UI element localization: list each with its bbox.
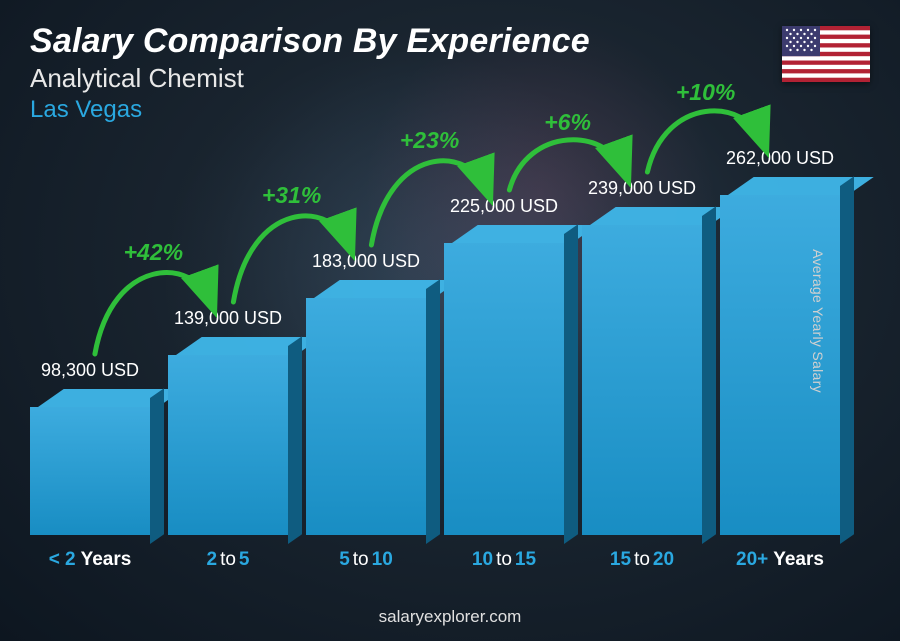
x-axis-label: 5to10: [306, 549, 426, 571]
header: Salary Comparison By Experience Analytic…: [30, 22, 870, 124]
bar: [444, 225, 564, 535]
x-axis-label: 20+ Years: [720, 549, 840, 571]
x-axis: < 2 Years 2to5 5to10 10to15 15to20 20+ Years: [30, 549, 840, 571]
bar: [582, 207, 702, 535]
bar-value-label: 239,000 USD: [588, 178, 696, 199]
bar-value-label: 98,300 USD: [41, 360, 139, 381]
bar-value-label: 225,000 USD: [450, 196, 558, 217]
page-title: Salary Comparison By Experience: [30, 22, 870, 61]
footer-credit: salaryexplorer.com: [0, 607, 900, 627]
bar: [30, 389, 150, 535]
bar: [306, 280, 426, 535]
bar-col: 183,000 USD: [306, 251, 426, 535]
y-axis-label: Average Yearly Salary: [810, 249, 826, 393]
bar-value-label: 139,000 USD: [174, 308, 282, 329]
x-axis-label: 15to20: [582, 549, 702, 571]
bar: [168, 337, 288, 535]
bar-col: 239,000 USD: [582, 178, 702, 535]
bar-col: 139,000 USD: [168, 308, 288, 535]
salary-bar-chart: 98,300 USD 139,000 USD 183,000 USD 225,000 …: [30, 131, 840, 571]
x-axis-label: 2to5: [168, 549, 288, 571]
bar-col: 98,300 USD: [30, 360, 150, 535]
bars-container: 98,300 USD 139,000 USD 183,000 USD 225,000 …: [30, 131, 840, 535]
page-location: Las Vegas: [30, 96, 870, 124]
x-axis-label: 10to15: [444, 549, 564, 571]
bar-value-label: 262,000 USD: [726, 148, 834, 169]
bar-value-label: 183,000 USD: [312, 251, 420, 272]
bar-col: 225,000 USD: [444, 196, 564, 535]
x-axis-label: < 2 Years: [30, 549, 150, 571]
page-subtitle: Analytical Chemist: [30, 63, 870, 94]
us-flag-icon: [782, 26, 870, 82]
